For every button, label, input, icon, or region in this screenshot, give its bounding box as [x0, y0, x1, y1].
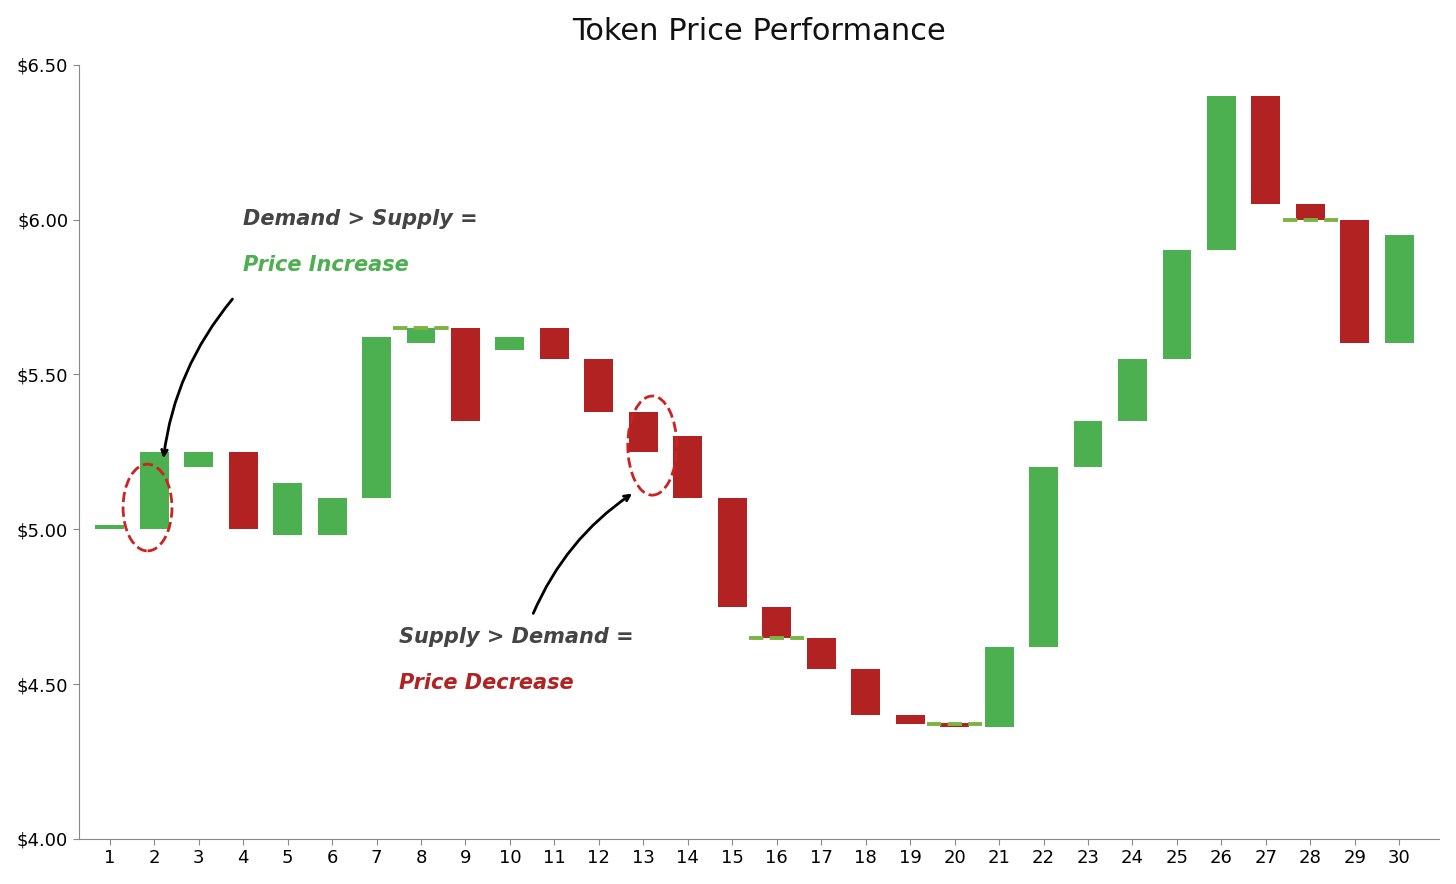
Title: Token Price Performance: Token Price Performance: [572, 17, 946, 46]
Bar: [274, 483, 301, 536]
Bar: [718, 499, 747, 606]
Bar: [140, 452, 169, 530]
Bar: [406, 328, 435, 343]
Bar: [1207, 95, 1236, 250]
Bar: [1385, 235, 1414, 343]
Bar: [673, 437, 702, 499]
Bar: [629, 412, 658, 452]
Bar: [495, 337, 524, 349]
Bar: [317, 499, 347, 536]
Bar: [363, 337, 392, 499]
Bar: [584, 359, 613, 412]
Text: Price Increase: Price Increase: [243, 255, 409, 275]
Bar: [1252, 95, 1280, 204]
Bar: [1073, 421, 1102, 468]
Bar: [807, 637, 836, 668]
Text: Supply > Demand =: Supply > Demand =: [399, 627, 633, 647]
Bar: [1162, 250, 1191, 359]
Bar: [95, 524, 124, 530]
Bar: [229, 452, 258, 530]
Bar: [185, 452, 213, 468]
Bar: [1296, 204, 1325, 219]
Bar: [451, 328, 480, 421]
Text: Demand > Supply =: Demand > Supply =: [243, 209, 478, 229]
Bar: [540, 328, 569, 359]
Bar: [852, 668, 879, 715]
Bar: [895, 715, 925, 724]
Bar: [984, 647, 1013, 728]
Text: Price Decrease: Price Decrease: [399, 674, 574, 693]
Bar: [763, 606, 791, 637]
Bar: [941, 723, 970, 728]
Bar: [1029, 468, 1059, 647]
Bar: [1341, 219, 1369, 343]
Bar: [1118, 359, 1147, 421]
